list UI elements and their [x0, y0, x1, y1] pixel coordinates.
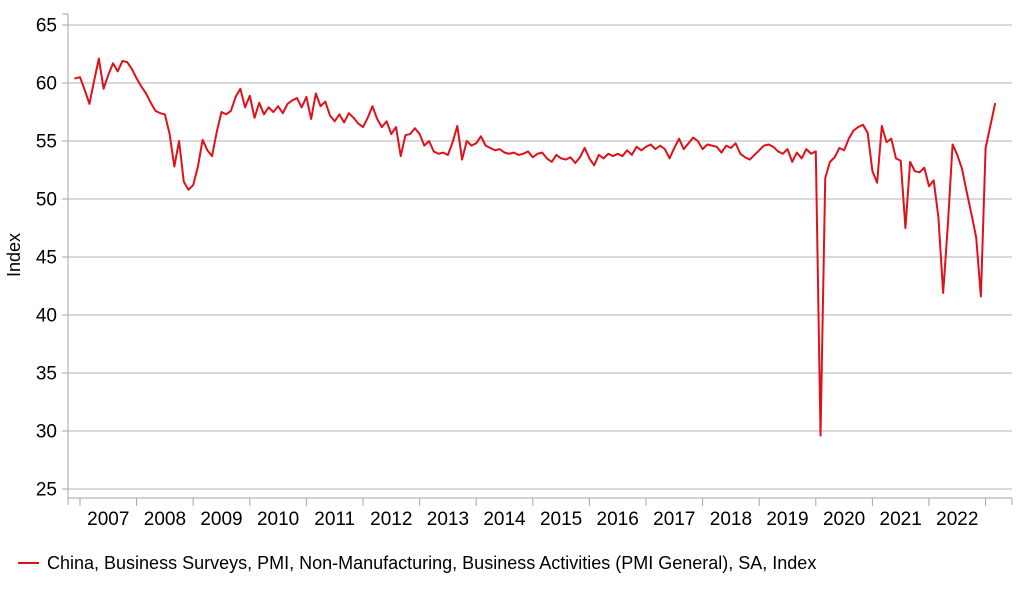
legend: China, Business Surveys, PMI, Non-Manufa…	[18, 553, 816, 573]
x-tick-label: 2007	[87, 509, 129, 530]
y-tick-label: 60	[36, 74, 57, 95]
pmi-line-chart: 25 30 35 40 45 50 55 60 65 2007 2008 2009 2010 2011 20…	[36, 13, 1013, 530]
x-tick-label: 2019	[766, 509, 808, 530]
y-axis-title-text: Index	[4, 232, 24, 278]
x-tick-label: 2017	[653, 509, 695, 530]
x-tick-label: 2013	[427, 509, 469, 530]
legend-label: China, Business Surveys, PMI, Non-Manufa…	[47, 552, 817, 573]
y-tick-label: 25	[36, 480, 57, 501]
y-tick-label: 40	[36, 306, 57, 327]
y-tick-label: 55	[36, 132, 57, 153]
y-tick-label: 30	[36, 422, 57, 443]
x-tick-label: 2012	[370, 509, 412, 530]
y-tick-label: 50	[36, 190, 57, 211]
pmi-series-line	[74, 57, 997, 437]
x-tick-label: 2009	[200, 509, 242, 530]
x-tick-label: 2010	[257, 509, 299, 530]
y-tick-label: 65	[36, 16, 57, 37]
y-tick-label: 45	[36, 248, 57, 269]
x-tick-label: 2014	[483, 509, 526, 530]
x-tick-label: 2011	[314, 509, 355, 530]
x-tick-label: 2022	[936, 509, 978, 530]
x-tick-label: 2018	[710, 509, 752, 530]
y-tick-label: 35	[36, 364, 57, 385]
x-tick-label: 2021	[880, 509, 922, 530]
x-tick-label: 2016	[597, 509, 639, 530]
x-tick-label: 2020	[823, 509, 865, 530]
legend-line-swatch	[18, 562, 39, 564]
x-tick-label: 2008	[144, 509, 186, 530]
x-tick-label: 2015	[540, 509, 582, 530]
